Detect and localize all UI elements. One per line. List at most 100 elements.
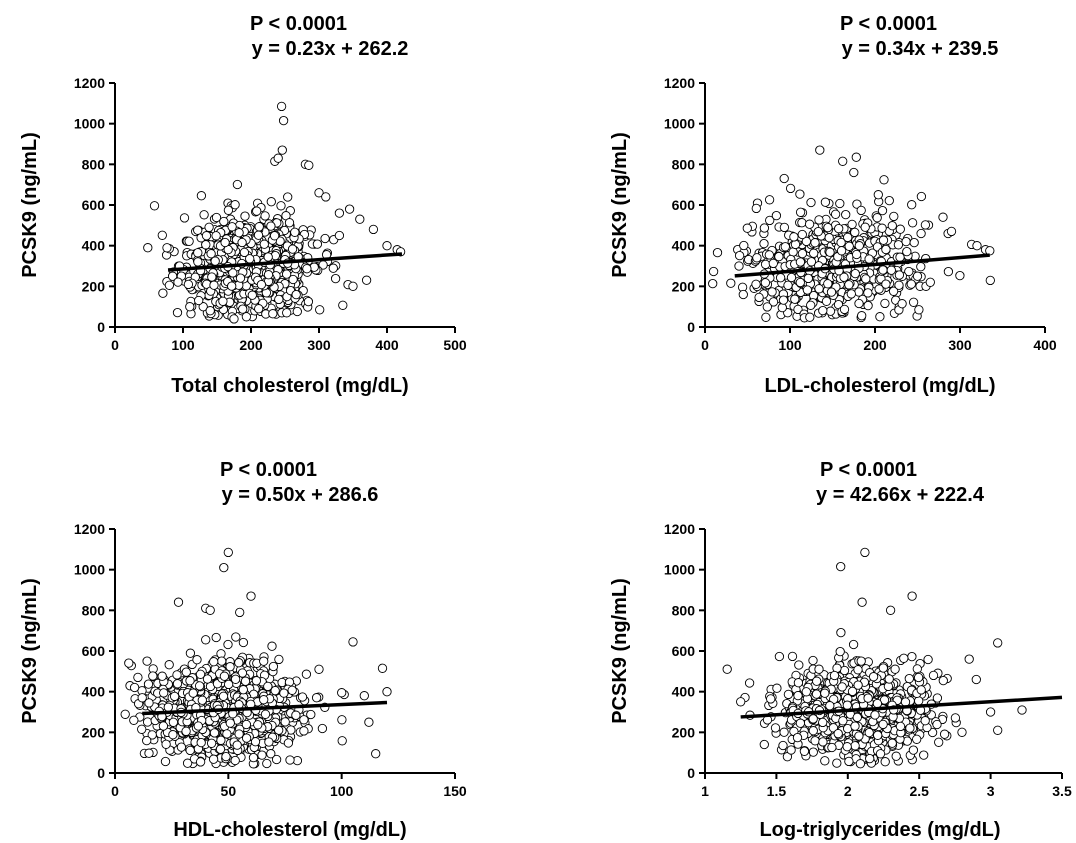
scatter-point [206, 249, 216, 259]
scatter-point [964, 654, 974, 664]
scatter-point [905, 723, 915, 733]
scatter-point [382, 241, 392, 251]
scatter-point [234, 228, 244, 238]
scatter-point [842, 700, 852, 710]
scatter-point [201, 231, 212, 241]
regression-line [734, 253, 990, 278]
y-tick-label: 0 [687, 319, 695, 335]
scatter-point [277, 145, 287, 155]
scatter-point [163, 702, 173, 712]
panel-total-cholesterol: P < 0.0001 y = 0.23x + 262.2 0 200 400 600 800… [19, 13, 467, 397]
scatter-point [260, 211, 270, 221]
scatter-point [887, 221, 897, 231]
y-tick-label: 1200 [74, 521, 105, 537]
scatter-point [205, 605, 215, 615]
scatter-point [197, 695, 207, 705]
scatter-point [337, 736, 347, 746]
scatter-point [129, 682, 140, 693]
scatter-point [786, 745, 796, 755]
scatter-point [268, 661, 279, 672]
scatter-point [793, 678, 804, 688]
scatter-point [852, 199, 862, 209]
scatter-point [811, 689, 822, 699]
x-tick-label: 50 [221, 783, 237, 799]
scatter-point [861, 274, 871, 284]
scatter-point [790, 239, 801, 250]
scatter-point [864, 254, 874, 264]
regression-line [167, 252, 403, 272]
scatter-point [299, 726, 309, 736]
scatter-point [306, 709, 316, 720]
scatter-point [870, 710, 880, 720]
scatter-point [825, 701, 835, 711]
scatter-point [836, 561, 846, 572]
y-tick-label: 600 [82, 197, 106, 213]
scatter-point [841, 209, 851, 220]
scatter-point [227, 281, 237, 291]
scatter-point [813, 226, 823, 237]
scatter-point [906, 279, 916, 289]
scatter-point [257, 750, 267, 760]
scatter-point [266, 749, 276, 759]
scatter-point [810, 736, 820, 746]
scatter-point [897, 299, 907, 309]
scatter-point [223, 639, 233, 650]
y-tick-label: 400 [82, 684, 106, 700]
scatter-point [838, 156, 848, 166]
chart-title-pvalue: P < 0.0001 [220, 459, 317, 481]
scatter-point [919, 750, 929, 760]
scatter-point [185, 302, 195, 312]
scatter-point [790, 294, 800, 304]
scatter-point [193, 257, 203, 267]
scatter-point [137, 724, 147, 734]
scatter-point [770, 723, 781, 733]
scatter-point [993, 638, 1003, 648]
scatter-point [985, 275, 995, 286]
scatter-point [221, 751, 231, 762]
scatter-point [852, 712, 862, 723]
scatter-point [923, 654, 933, 665]
chart-title-equation: y = 42.66x + 222.4 [816, 484, 985, 506]
scatter-point [797, 248, 808, 259]
y-tick-label: 600 [672, 197, 696, 213]
scatter-point [760, 278, 771, 288]
scatter-point [207, 272, 217, 282]
scatter-point [223, 205, 234, 215]
x-tick-label: 100 [171, 337, 195, 353]
scatter-point [263, 270, 274, 280]
y-tick-label: 400 [672, 684, 696, 700]
scatter-points [722, 547, 1027, 769]
scatter-point [133, 672, 143, 683]
scatter-point [274, 294, 284, 305]
scatter-point [889, 211, 899, 222]
scatter-point [377, 663, 388, 673]
scatter-point [762, 302, 772, 312]
scatter-point [149, 201, 160, 211]
y-axis-label: PCSK9 (ng/mL) [609, 578, 631, 724]
scatter-point [879, 175, 889, 185]
scatter-point [194, 295, 204, 306]
scatter-point [209, 728, 220, 738]
scatter-point [854, 241, 864, 251]
scatter-point [734, 250, 745, 261]
scatter-point [217, 656, 227, 666]
scatter-point [291, 289, 301, 300]
scatter-point [172, 679, 183, 689]
scatter-point [143, 243, 153, 253]
scatter-point [201, 635, 211, 645]
panel-ldl-cholesterol: P < 0.0001 y = 0.34x + 239.5 0 200 400 600 800… [609, 13, 1057, 397]
scatter-point [839, 272, 849, 282]
scatter-point [785, 183, 796, 194]
y-tick-label: 1200 [664, 521, 695, 537]
scatter-point [767, 287, 777, 297]
x-tick-label: 200 [863, 337, 887, 353]
panel-log-triglycerides: P < 0.0001 y = 42.66x + 222.4 0 200 400 600 80… [609, 459, 1072, 841]
scatter-point [330, 273, 341, 284]
scatter-point [744, 678, 755, 688]
scatter-point [281, 269, 292, 279]
scatter-point [252, 206, 262, 216]
scatter-point [168, 717, 179, 727]
scatter-point [169, 691, 180, 702]
scatter-point [884, 195, 894, 206]
scatter-point [337, 688, 347, 698]
